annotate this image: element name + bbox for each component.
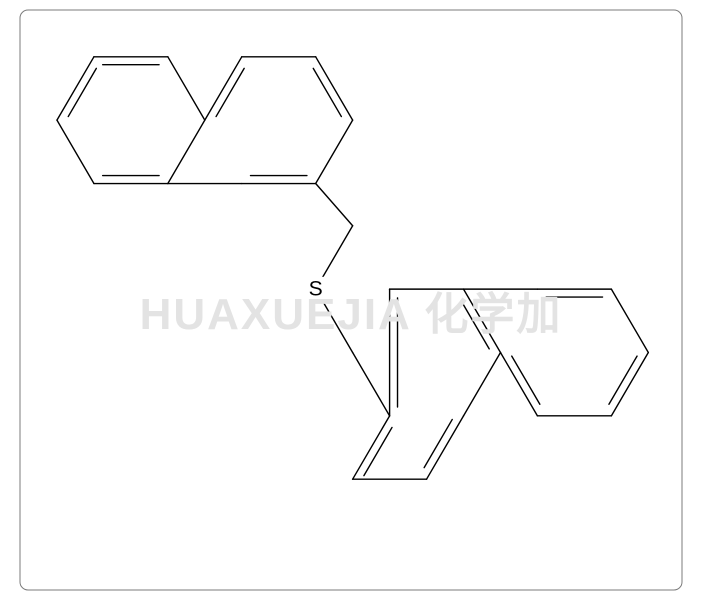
molecule-svg: S: [0, 0, 702, 600]
frame-border: [20, 10, 682, 590]
molecule: S: [57, 57, 648, 479]
atom-label-s: S: [309, 278, 323, 301]
